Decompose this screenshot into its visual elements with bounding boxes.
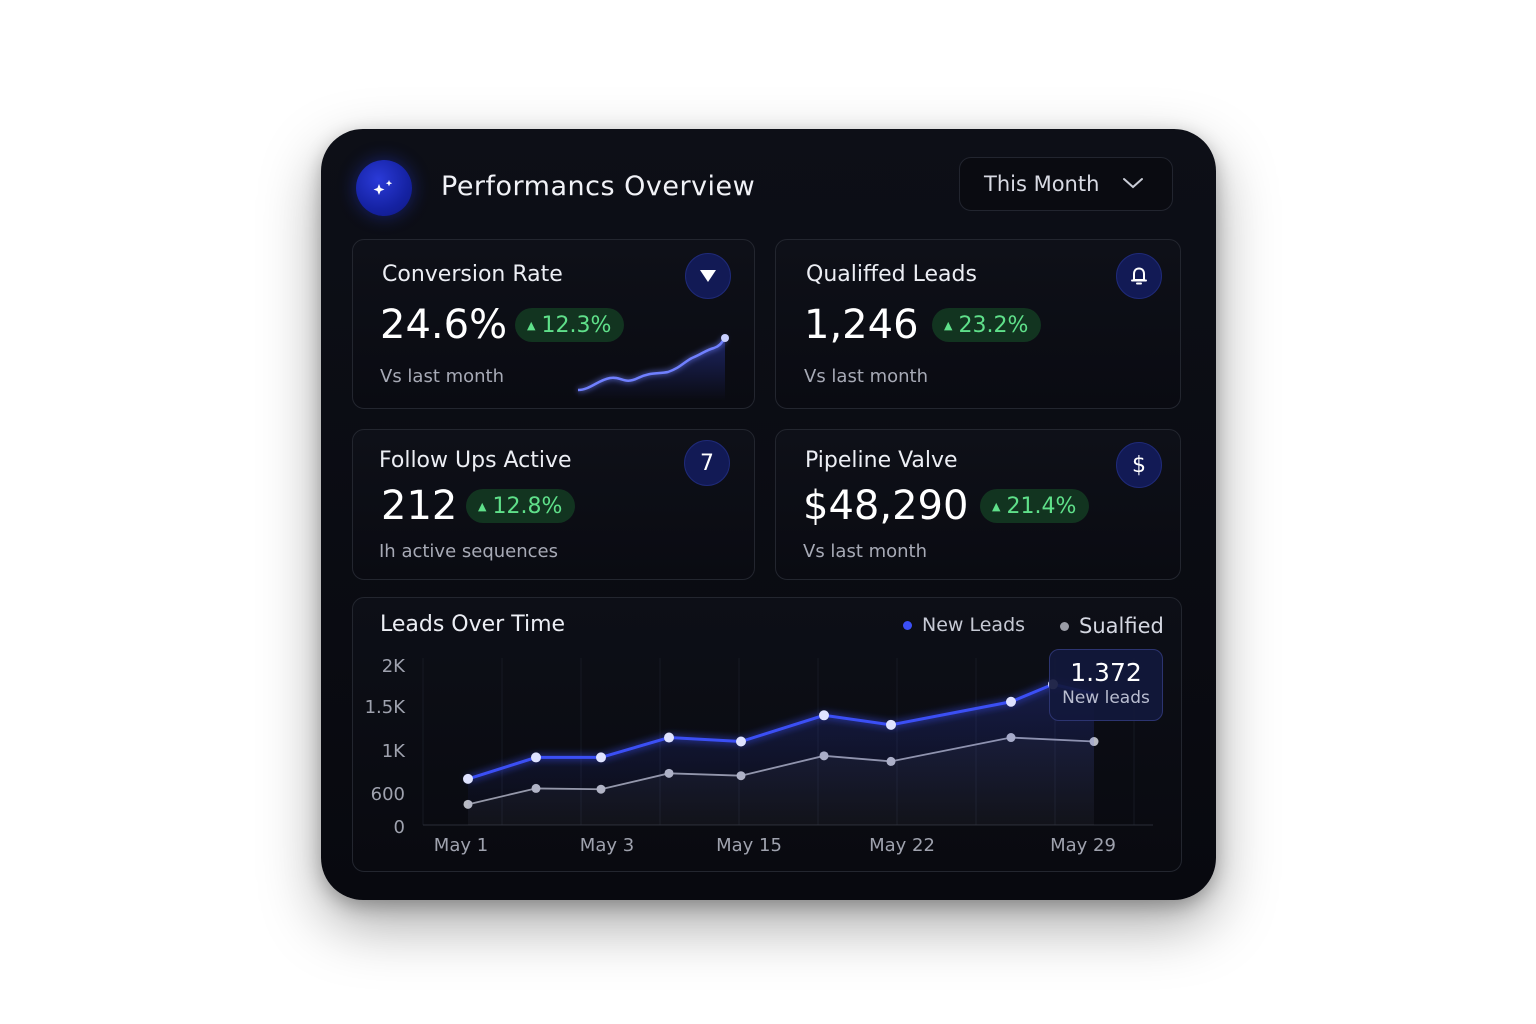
card-subtitle: Vs last month <box>380 366 505 387</box>
x-tick-label: May 22 <box>869 835 935 856</box>
card-value: 1,246 <box>804 302 919 348</box>
change-badge: ▲ 12.8% <box>466 489 576 523</box>
x-tick-label: May 15 <box>716 835 782 856</box>
tooltip-value: 1.372 <box>1070 658 1142 687</box>
leads-chart-card: Leads Over Time New Leads Sualfied 2K 1.5… <box>352 597 1182 872</box>
card-value: $48,290 <box>803 483 969 529</box>
data-point-new-leads[interactable] <box>886 719 896 730</box>
card-value: 212 <box>381 483 458 529</box>
follow-ups-card[interactable]: Follow Ups Active 212 ▲ 12.8% Ih active … <box>352 429 755 580</box>
change-badge: ▲ 21.4% <box>980 489 1090 523</box>
x-tick-label: May 29 <box>1050 835 1116 856</box>
card-value: 24.6% <box>380 302 508 348</box>
y-tick-label: 2K <box>382 656 406 677</box>
y-tick-label: 1.5K <box>365 697 407 718</box>
x-tick-label: May 3 <box>580 835 634 856</box>
data-point-new-leads[interactable] <box>596 752 606 763</box>
period-select[interactable]: This Month <box>959 157 1173 211</box>
card-title: Follow Ups Active <box>379 448 572 473</box>
up-arrow-icon: ▲ <box>478 499 487 513</box>
conversion-rate-card[interactable]: Conversion Rate 24.6% ▲ 12.3% Vs last mo… <box>352 239 755 409</box>
pipeline-value-card[interactable]: Pipeline Valve $48,290 ▲ 21.4% Vs last m… <box>775 429 1181 580</box>
dollar-icon[interactable]: $ <box>1116 442 1162 488</box>
period-select-label: This Month <box>984 172 1100 196</box>
page-title: Performancs Overview <box>441 171 756 202</box>
data-point-new-leads[interactable] <box>736 736 746 747</box>
bell-icon[interactable] <box>1116 253 1162 299</box>
legend-dot <box>1060 621 1069 631</box>
legend-dot <box>903 620 912 630</box>
data-point-new-leads[interactable] <box>531 752 541 763</box>
x-tick-label: May 1 <box>434 835 488 856</box>
y-tick-label: 600 <box>371 784 405 805</box>
legend-qualified[interactable]: Sualfied <box>1060 614 1164 638</box>
change-badge: ▲ 23.2% <box>932 308 1042 342</box>
change-value: 12.3% <box>541 312 612 338</box>
line-chart[interactable]: 2K 1.5K 1K 600 0 May 1 May 3 May 15 May 22 May 29 <box>353 598 1182 872</box>
card-title: Pipeline Valve <box>805 448 958 473</box>
change-value: 23.2% <box>958 312 1029 338</box>
data-point-new-leads[interactable] <box>664 732 674 743</box>
tooltip-label: New leads <box>1062 688 1150 708</box>
card-subtitle: Ih active sequences <box>379 541 558 562</box>
series-area-new-leads <box>468 684 1094 825</box>
up-arrow-icon: ▲ <box>992 499 1001 513</box>
series-line-new-leads <box>467 682 1095 781</box>
y-tick-label: 0 <box>394 817 405 838</box>
change-value: 12.8% <box>492 493 563 519</box>
y-tick-label: 1K <box>382 741 406 762</box>
card-subtitle: Vs last month <box>803 541 928 562</box>
change-badge: ▲ 12.3% <box>515 308 625 342</box>
qualified-leads-card[interactable]: Qualiffed Leads 1,246 ▲ 23.2% Vs last mo… <box>775 239 1181 409</box>
data-point-new-leads[interactable] <box>819 710 829 721</box>
performance-panel: Performancs Overview This Month Conversi… <box>321 129 1216 900</box>
count-badge[interactable]: 7 <box>684 440 730 486</box>
chevron-down-icon <box>1123 178 1143 189</box>
funnel-icon[interactable] <box>685 253 731 299</box>
card-title: Conversion Rate <box>382 262 563 287</box>
chart-title: Leads Over Time <box>380 612 566 637</box>
chart-tooltip: 1.372 New leads <box>1049 649 1163 721</box>
data-point-new-leads[interactable] <box>463 773 473 784</box>
change-value: 21.4% <box>1006 493 1077 519</box>
sparkline <box>577 334 729 400</box>
up-arrow-icon: ▲ <box>944 318 953 332</box>
card-title: Qualiffed Leads <box>806 262 977 287</box>
card-subtitle: Vs last month <box>804 366 929 387</box>
legend-label: New Leads <box>922 614 1026 636</box>
up-arrow-icon: ▲ <box>527 318 536 332</box>
data-point-new-leads[interactable] <box>1006 696 1016 707</box>
legend-new-leads[interactable]: New Leads <box>903 614 1025 636</box>
sparkle-icon <box>356 160 412 216</box>
legend-label: Sualfied <box>1079 614 1164 638</box>
